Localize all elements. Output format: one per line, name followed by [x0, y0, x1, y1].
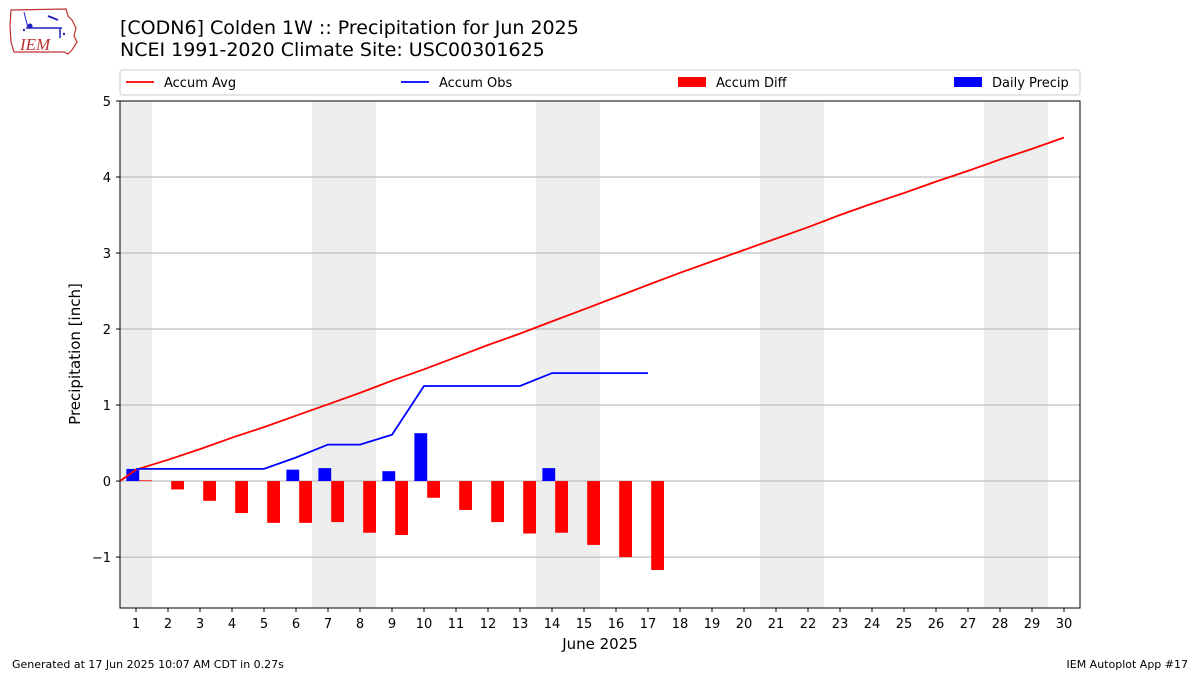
daily-precip-bar-day-1 — [126, 468, 140, 482]
x-tick-label: 27 — [960, 617, 977, 632]
accum-diff-bar-day-16 — [619, 481, 632, 558]
x-tick-label: 8 — [356, 617, 364, 632]
accum-diff-bar-day-1 — [139, 480, 152, 482]
x-axis-ticks: 1 2 3 4 5 6 7 8 9 10 11 12 13 14 15 16 17 18 19 20 21 22 23 24 2… — [132, 608, 1072, 632]
weekend-band-day-1 — [120, 101, 152, 608]
legend-label-accum-obs: Accum Obs — [439, 76, 512, 91]
weekend-band-day-7 — [312, 101, 344, 608]
x-tick-label: 19 — [704, 617, 721, 632]
accum-obs-line — [136, 372, 648, 470]
iem-logo: IEM — [8, 6, 80, 58]
weekend-band-day-21 — [760, 101, 792, 608]
weekend-band-day-28 — [984, 101, 1016, 608]
logo-text: IEM — [19, 35, 51, 54]
accum-diff-bar-day-10 — [427, 481, 440, 498]
x-tick-label: 7 — [324, 617, 332, 632]
x-tick-label: 16 — [608, 617, 625, 632]
plot-area-frame — [119, 100, 1081, 609]
accum-diff-bar-day-2 — [171, 481, 184, 490]
x-tick-label: 10 — [416, 617, 433, 632]
x-tick-label: 6 — [292, 617, 300, 632]
x-tick-label: 13 — [512, 617, 529, 632]
weekend-band-day-22 — [792, 101, 824, 608]
accum-diff-bar-day-9 — [395, 481, 408, 536]
y-tick-label: 5 — [103, 95, 111, 110]
accum-diff-bar-day-5 — [267, 481, 280, 523]
x-tick-label: 12 — [480, 617, 497, 632]
legend-box — [119, 69, 1081, 96]
x-tick-label: 15 — [576, 617, 593, 632]
app-label: IEM Autoplot App #17 — [1066, 658, 1189, 671]
x-tick-label: 22 — [800, 617, 817, 632]
accum-diff-bar-day-12 — [491, 481, 504, 523]
x-axis-label: June 2025 — [561, 635, 638, 653]
chart-title: [CODN6] Colden 1W :: Precipitation for J… — [120, 17, 579, 39]
accum-diff-bar-day-3 — [203, 481, 216, 501]
chart-legend: Accum Avg Accum Obs Accum Diff Daily Precip — [119, 69, 1081, 96]
legend-label-daily-precip: Daily Precip — [992, 76, 1069, 91]
accum-diff-bar-day-13 — [523, 481, 536, 534]
accum-diff-bars — [139, 480, 664, 570]
daily-precip-bars — [126, 433, 556, 482]
x-tick-label: 18 — [672, 617, 689, 632]
accum-diff-bar-day-7 — [331, 481, 344, 523]
x-tick-label: 14 — [544, 617, 561, 632]
x-tick-label: 11 — [448, 617, 465, 632]
accum-diff-bar-day-6 — [299, 481, 312, 523]
x-tick-label: 23 — [832, 617, 849, 632]
x-tick-label: 2 — [164, 617, 172, 632]
y-tick-label: 0 — [103, 475, 111, 490]
accum-diff-bar-day-17 — [651, 481, 664, 570]
x-tick-label: 24 — [864, 617, 881, 632]
weekend-bands — [120, 101, 1048, 608]
accum-avg-line — [119, 136, 1065, 482]
y-tick-label: −1 — [92, 551, 111, 566]
daily-precip-bar-day-7 — [318, 468, 332, 482]
legend-swatch-daily-precip — [954, 77, 982, 87]
x-tick-label: 28 — [992, 617, 1009, 632]
y-tick-label: 3 — [103, 247, 111, 262]
accum-diff-bar-day-15 — [587, 481, 600, 545]
x-tick-label: 17 — [640, 617, 657, 632]
x-tick-label: 4 — [228, 617, 236, 632]
x-tick-label: 5 — [260, 617, 268, 632]
accum-diff-bar-day-11 — [459, 481, 472, 510]
accum-diff-bar-day-4 — [235, 481, 248, 513]
chart-subtitle: NCEI 1991-2020 Climate Site: USC00301625 — [120, 39, 545, 61]
generated-timestamp: Generated at 17 Jun 2025 10:07 AM CDT in… — [12, 658, 284, 671]
x-tick-label: 21 — [768, 617, 785, 632]
legend-label-accum-diff: Accum Diff — [716, 76, 788, 91]
daily-precip-bar-day-9 — [382, 471, 396, 482]
accum-diff-bar-day-8 — [363, 481, 376, 533]
y-axis-ticks: −1 0 1 2 3 4 5 — [92, 95, 120, 566]
accum-lines — [119, 136, 1065, 482]
y-tick-label: 2 — [103, 323, 111, 338]
daily-precip-bar-day-6 — [286, 469, 300, 482]
legend-label-accum-avg: Accum Avg — [164, 76, 236, 91]
y-tick-label: 4 — [103, 171, 111, 186]
x-tick-label: 1 — [132, 617, 140, 632]
x-tick-label: 9 — [388, 617, 396, 632]
legend-swatch-accum-diff — [678, 77, 706, 87]
accum-diff-bar-day-14 — [555, 481, 568, 533]
weekend-band-day-29 — [1016, 101, 1048, 608]
y-tick-label: 1 — [103, 399, 111, 414]
daily-precip-bar-day-10 — [414, 433, 428, 482]
x-tick-label: 25 — [896, 617, 913, 632]
x-tick-label: 3 — [196, 617, 204, 632]
x-tick-label: 26 — [928, 617, 945, 632]
daily-precip-bar-day-14 — [542, 468, 556, 482]
y-axis-label: Precipitation [inch] — [66, 283, 84, 425]
x-tick-label: 30 — [1056, 617, 1073, 632]
x-tick-label: 29 — [1024, 617, 1041, 632]
x-tick-label: 20 — [736, 617, 753, 632]
